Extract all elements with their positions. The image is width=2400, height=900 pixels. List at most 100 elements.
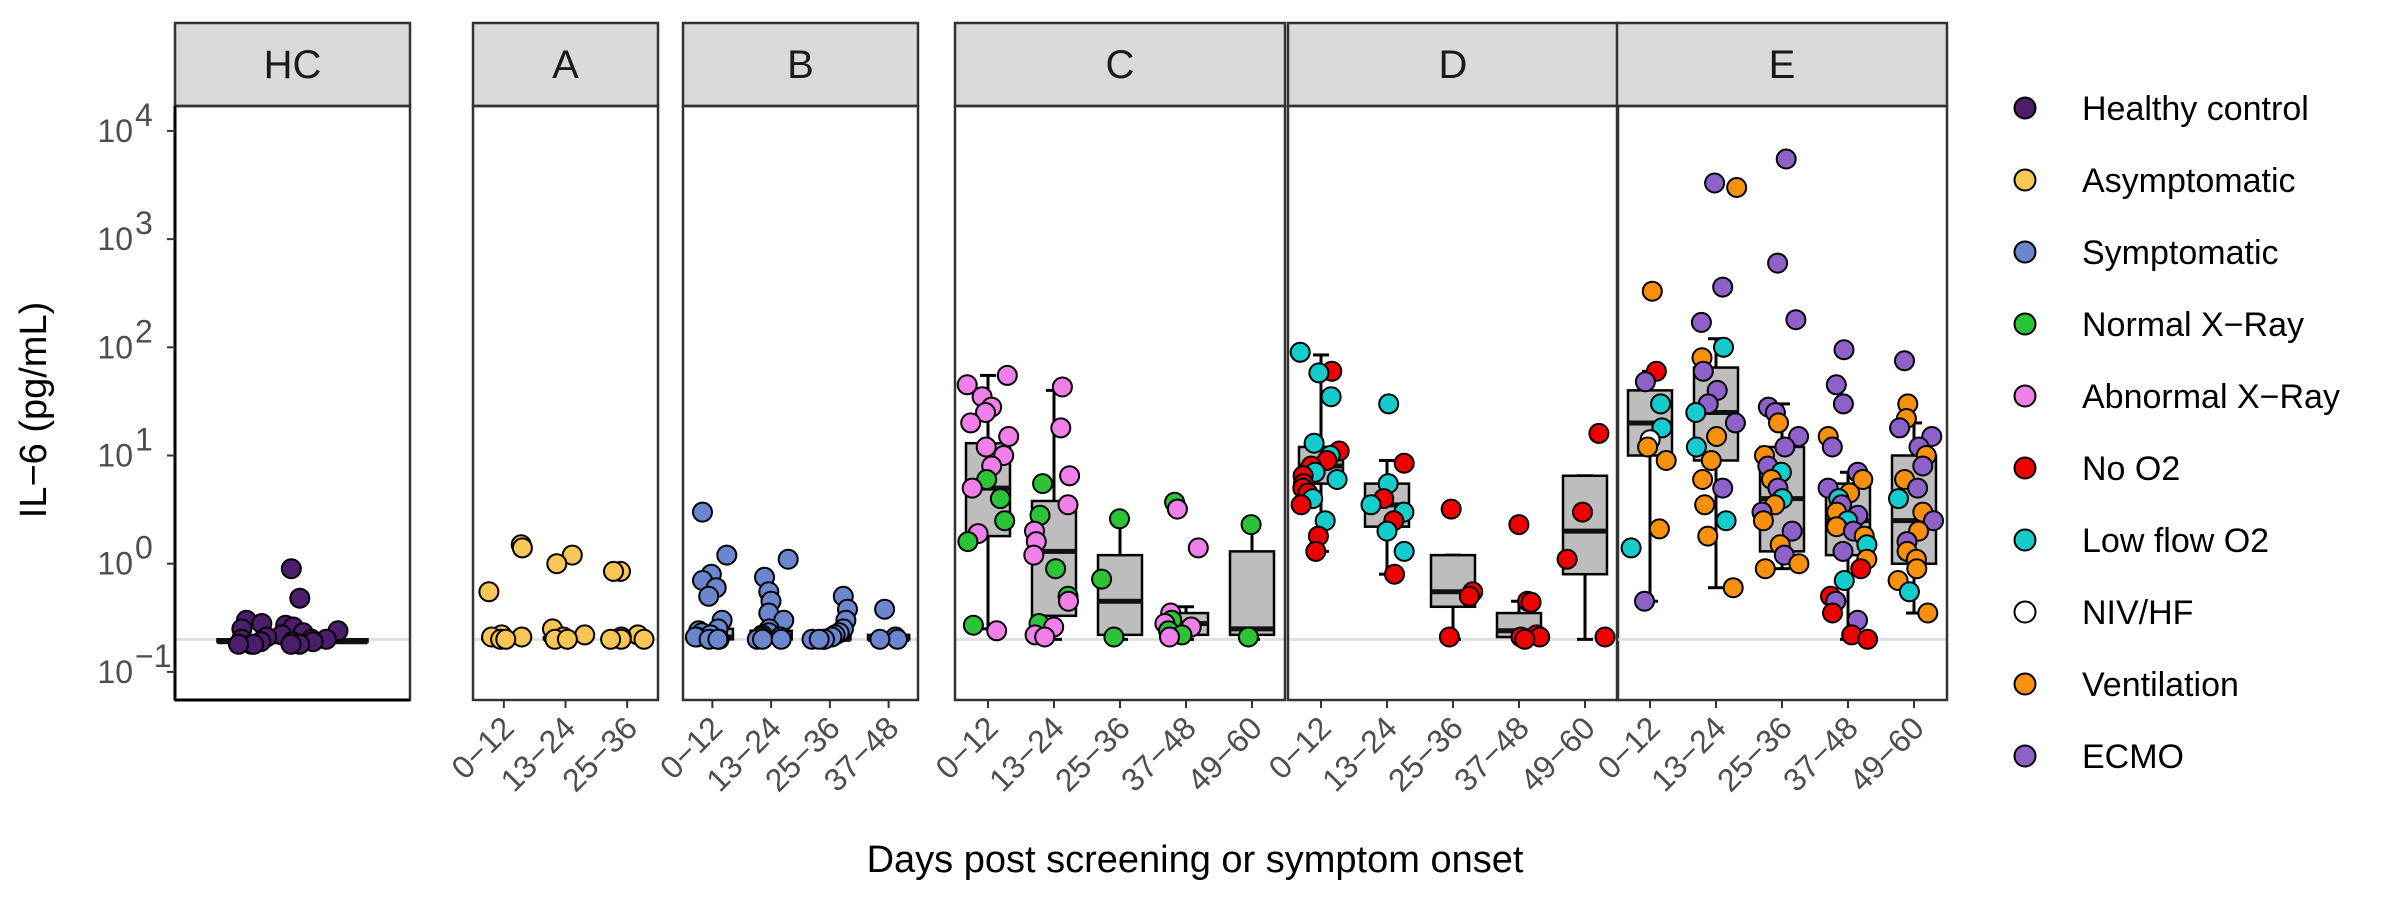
data-point: [546, 553, 568, 575]
data-point: [1833, 339, 1855, 361]
data-point: [1634, 371, 1656, 393]
data-point: [1888, 488, 1909, 510]
data-point: [633, 628, 655, 650]
data-point: [1655, 450, 1677, 471]
data-point: [707, 628, 729, 650]
data-point: [280, 633, 302, 655]
data-point: [1051, 376, 1073, 398]
data-point: [1724, 412, 1746, 434]
data-point: [1305, 540, 1327, 562]
data-point: [692, 501, 713, 523]
data-point: [1508, 514, 1530, 536]
data-point: [1715, 510, 1737, 532]
data-point: [603, 560, 624, 582]
data-point: [1832, 540, 1854, 562]
legend-label: No O2: [2082, 450, 2180, 488]
legend-swatch: [2013, 384, 2037, 408]
facet-strip-label: E: [1769, 43, 1796, 87]
data-point: [1700, 450, 1722, 471]
legend-swatch: [2013, 528, 2037, 552]
data-point: [716, 544, 738, 566]
facet-strip: [1615, 21, 1949, 108]
data-point: [1852, 469, 1874, 490]
data-point: [1690, 311, 1712, 333]
data-point: [1187, 537, 1209, 559]
x-tick-label: 49−60: [1180, 709, 1269, 798]
data-point: [887, 628, 908, 650]
data-point: [228, 633, 249, 655]
data-point: [1685, 402, 1707, 423]
x-tick-label: 25−36: [1381, 709, 1470, 798]
y-tick-label: 10: [97, 329, 133, 365]
legend-swatch: [2013, 672, 2037, 696]
legend-label: NIV/HF: [2082, 594, 2193, 632]
data-point: [989, 488, 1011, 510]
data-point: [962, 614, 984, 636]
data-point: [994, 510, 1016, 532]
data-point: [1637, 436, 1659, 458]
legend-swatch: [2013, 312, 2037, 336]
facet-strip-label: B: [787, 43, 814, 87]
data-point: [1894, 350, 1915, 372]
data-point: [752, 628, 773, 650]
data-point: [1034, 626, 1056, 648]
data-point: [1393, 452, 1415, 474]
x-tick-label: 25−36: [1048, 709, 1137, 798]
data-point: [1754, 558, 1776, 580]
facet-strip-label: HC: [264, 43, 322, 87]
legend-item: Low flow O2: [2013, 522, 2269, 560]
panel-border: [173, 104, 412, 702]
facet-strip-label: C: [1106, 43, 1135, 87]
data-point: [1825, 374, 1847, 396]
legend-label: Normal X−Ray: [2082, 306, 2304, 344]
data-point: [1785, 309, 1807, 331]
data-point: [1050, 417, 1072, 439]
data-point: [1023, 544, 1045, 566]
legend-swatch: [2013, 744, 2037, 768]
x-tick-label: 49−60: [1842, 709, 1931, 798]
data-point: [1857, 628, 1879, 650]
facet-strip: [173, 21, 412, 108]
legend-item: Symptomatic: [2013, 234, 2279, 272]
data-point: [1360, 494, 1382, 516]
facet-strip-label: D: [1439, 43, 1468, 87]
y-tick-exponent: −1: [135, 638, 171, 674]
data-point: [1821, 436, 1843, 458]
data-point: [1752, 510, 1774, 532]
legend-label: Healthy control: [2082, 90, 2309, 128]
legend-label: ECMO: [2082, 738, 2184, 776]
data-point: [1712, 477, 1734, 499]
y-tick-exponent: 4: [135, 97, 153, 133]
legend-item: No O2: [2013, 450, 2180, 488]
data-point: [956, 374, 978, 396]
data-point: [1290, 494, 1312, 516]
data-point: [1289, 341, 1311, 363]
data-point: [770, 628, 792, 650]
legend-label: Symptomatic: [2082, 234, 2279, 272]
data-point: [1722, 577, 1744, 599]
data-point: [1458, 585, 1480, 607]
y-tick-label: 10: [97, 113, 133, 149]
data-point: [996, 364, 1018, 386]
data-point: [1713, 336, 1734, 358]
data-point: [1726, 177, 1748, 198]
legend-label: Abnormal X−Ray: [2082, 378, 2340, 416]
data-point: [869, 628, 891, 650]
data-point: [960, 412, 982, 434]
data-point: [1166, 498, 1188, 520]
data-point: [1393, 540, 1415, 562]
x-axis-title: Days post screening or symptom onset: [867, 839, 1524, 881]
data-point: [1781, 520, 1803, 542]
data-point: [1912, 455, 1934, 477]
data-point: [1303, 432, 1325, 454]
data-point: [777, 548, 799, 570]
box: [1228, 550, 1276, 637]
data-point: [1438, 626, 1460, 648]
x-tick-label: 49−60: [1513, 709, 1602, 798]
y-tick-exponent: 3: [135, 205, 153, 241]
y-tick-label: 10: [97, 221, 133, 257]
y-axis-title: IL−6 (pg/mL): [13, 302, 55, 519]
